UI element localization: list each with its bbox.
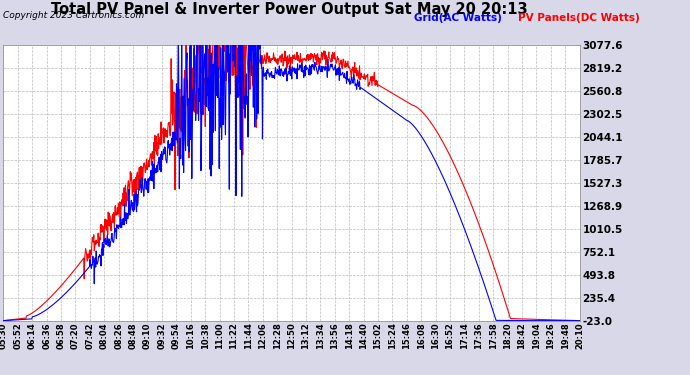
Text: Total PV Panel & Inverter Power Output Sat May 20 20:13: Total PV Panel & Inverter Power Output S… (52, 2, 528, 17)
Text: Copyright 2023 Cartronics.com: Copyright 2023 Cartronics.com (3, 11, 145, 20)
Text: Grid(AC Watts): Grid(AC Watts) (414, 13, 502, 23)
Text: PV Panels(DC Watts): PV Panels(DC Watts) (518, 13, 639, 23)
